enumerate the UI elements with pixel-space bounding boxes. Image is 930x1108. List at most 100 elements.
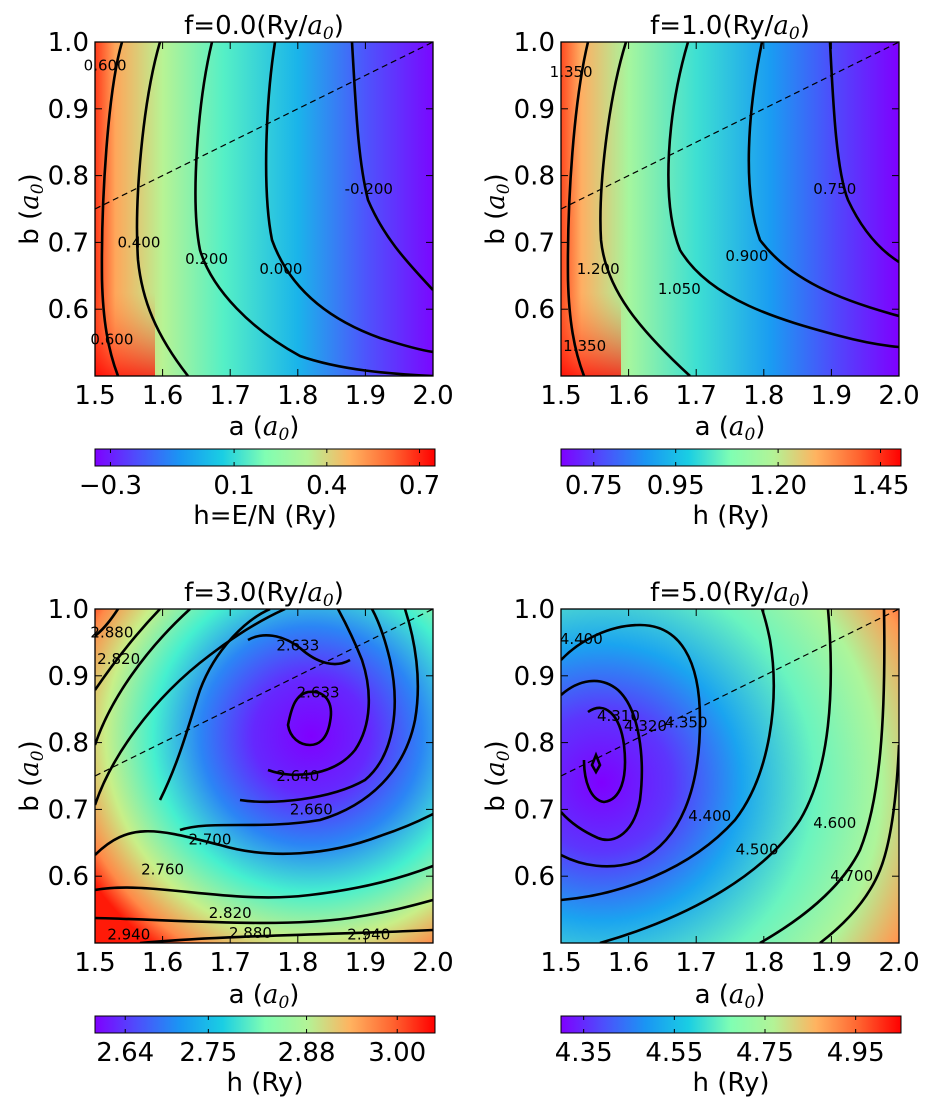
contour-label: 0.600 bbox=[84, 56, 127, 74]
y-tick-label: 0.6 bbox=[48, 295, 89, 325]
contour-label: 4.400 bbox=[560, 630, 603, 648]
contour-label: 4.700 bbox=[830, 867, 873, 885]
contour-line bbox=[95, 812, 433, 856]
colorbar bbox=[560, 1015, 902, 1034]
contour-line bbox=[95, 609, 191, 746]
panel-f0: f=0.0(Ry/a0) 0.600 0.400 0.200 0.000 -0.200 0… bbox=[15, 11, 454, 531]
x-tick-label: 1.9 bbox=[345, 381, 386, 411]
colorbar-tick-label: 4.95 bbox=[827, 1038, 885, 1068]
contour-line bbox=[582, 706, 627, 804]
panel-f1: f=1.0(Ry/a0) 1.350 1.200 1.050 0.900 0.750 1.… bbox=[481, 11, 920, 531]
contour-label: 0.000 bbox=[259, 260, 302, 278]
x-tick-label: 1.5 bbox=[540, 381, 581, 411]
contour-label: 2.940 bbox=[347, 925, 390, 943]
y-axis-label: b (a0) bbox=[481, 173, 514, 244]
colorbar-tick-label: 0.4 bbox=[306, 471, 347, 501]
contour-label: 2.640 bbox=[276, 767, 319, 785]
colorbar-tick-label: −0.3 bbox=[79, 471, 142, 501]
contour-label: 0.750 bbox=[813, 180, 856, 198]
x-tick-label: 1.7 bbox=[210, 381, 251, 411]
plot-frame bbox=[94, 608, 434, 944]
y-tick-label: 0.7 bbox=[48, 795, 89, 825]
y-axis-label: b (a0) bbox=[481, 740, 514, 811]
contour-label: 2.820 bbox=[97, 650, 140, 668]
contour-line bbox=[747, 42, 899, 318]
x-tick-label: 1.5 bbox=[540, 948, 581, 978]
colorbar-label: h=E/N (Ry) bbox=[193, 501, 336, 531]
x-axis-label: a (a0) bbox=[695, 980, 766, 1013]
y-tick-label: 0.7 bbox=[514, 795, 555, 825]
x-axis-label: a (a0) bbox=[229, 412, 300, 445]
colorbar-tick-label: 0.7 bbox=[399, 471, 440, 501]
contour-line bbox=[95, 864, 433, 899]
contour-line bbox=[158, 609, 271, 801]
guide-line bbox=[94, 608, 434, 777]
x-tick-label: 1.7 bbox=[210, 948, 251, 978]
contour-line bbox=[100, 42, 124, 376]
colorbar-tick-label: 1.45 bbox=[852, 471, 910, 501]
y-axis-label: b (a0) bbox=[15, 173, 48, 244]
y-tick-label: 0.8 bbox=[514, 729, 555, 759]
colorbar-label: h (Ry) bbox=[692, 501, 769, 531]
contour-line bbox=[599, 609, 833, 943]
contour-label: 2.633 bbox=[297, 684, 340, 702]
contour-line bbox=[667, 42, 899, 349]
contour-label: 1.050 bbox=[658, 280, 701, 298]
x-tick-label: 2.0 bbox=[412, 948, 453, 978]
y-tick-label: 0.7 bbox=[514, 228, 555, 258]
contour-label: 1.350 bbox=[563, 337, 606, 355]
x-tick-label: 1.8 bbox=[277, 381, 318, 411]
guide-line bbox=[560, 608, 900, 777]
heatmap-field bbox=[95, 609, 433, 943]
contour-line bbox=[759, 609, 886, 943]
colorbar-tick-label: 0.75 bbox=[565, 471, 623, 501]
contour-line bbox=[139, 928, 433, 943]
y-tick-label: 0.7 bbox=[48, 228, 89, 258]
contour-label: 4.400 bbox=[688, 807, 731, 825]
colorbar-label: h (Ry) bbox=[692, 1068, 769, 1098]
contour-line bbox=[566, 42, 590, 376]
colorbar-tick-label: 4.35 bbox=[555, 1038, 613, 1068]
panel-title: f=1.0(Ry/a0) bbox=[650, 11, 810, 44]
contour-line bbox=[179, 609, 420, 832]
y-tick-label: 1.0 bbox=[514, 28, 555, 58]
contour-line bbox=[819, 744, 899, 943]
x-tick-label: 1.9 bbox=[811, 948, 852, 978]
contour-line bbox=[194, 42, 433, 376]
x-tick-label: 2.0 bbox=[412, 381, 453, 411]
contour-label: 4.500 bbox=[736, 840, 779, 858]
colorbar-tick-label: 2.64 bbox=[96, 1038, 154, 1068]
x-tick-label: 1.8 bbox=[743, 381, 784, 411]
colorbar bbox=[94, 448, 436, 467]
y-tick-label: 0.9 bbox=[48, 95, 89, 125]
colorbar-tick-label: 0.1 bbox=[213, 471, 254, 501]
contour-line bbox=[95, 609, 286, 806]
contour-line bbox=[561, 623, 702, 868]
contour-line bbox=[95, 609, 120, 638]
colorbar bbox=[94, 1015, 436, 1034]
contour-line bbox=[264, 42, 433, 354]
y-tick-label: 0.9 bbox=[514, 662, 555, 692]
contour-label: 2.700 bbox=[188, 830, 231, 848]
x-tick-label: 2.0 bbox=[878, 948, 919, 978]
contour-line bbox=[350, 42, 433, 291]
contour-label: 4.600 bbox=[813, 814, 856, 832]
guide-line bbox=[94, 41, 434, 210]
contour-line bbox=[561, 609, 775, 902]
colorbar bbox=[560, 448, 902, 467]
x-tick-label: 1.5 bbox=[74, 948, 115, 978]
contour-label: 2.760 bbox=[141, 861, 184, 879]
y-tick-label: 0.8 bbox=[514, 162, 555, 192]
contour-line bbox=[828, 42, 899, 264]
panel-title: f=3.0(Ry/a0) bbox=[184, 578, 344, 611]
colorbar-tick-label: 2.88 bbox=[278, 1038, 336, 1068]
colorbar-tick-label: 4.55 bbox=[645, 1038, 703, 1068]
contour-label: 4.310 bbox=[597, 707, 640, 725]
x-tick-label: 1.7 bbox=[676, 381, 717, 411]
contour-label: 4.350 bbox=[665, 714, 708, 732]
contour-label: 2.820 bbox=[209, 904, 252, 922]
contour-line bbox=[239, 609, 396, 804]
x-axis-label: a (a0) bbox=[695, 412, 766, 445]
contour-line bbox=[95, 898, 433, 925]
